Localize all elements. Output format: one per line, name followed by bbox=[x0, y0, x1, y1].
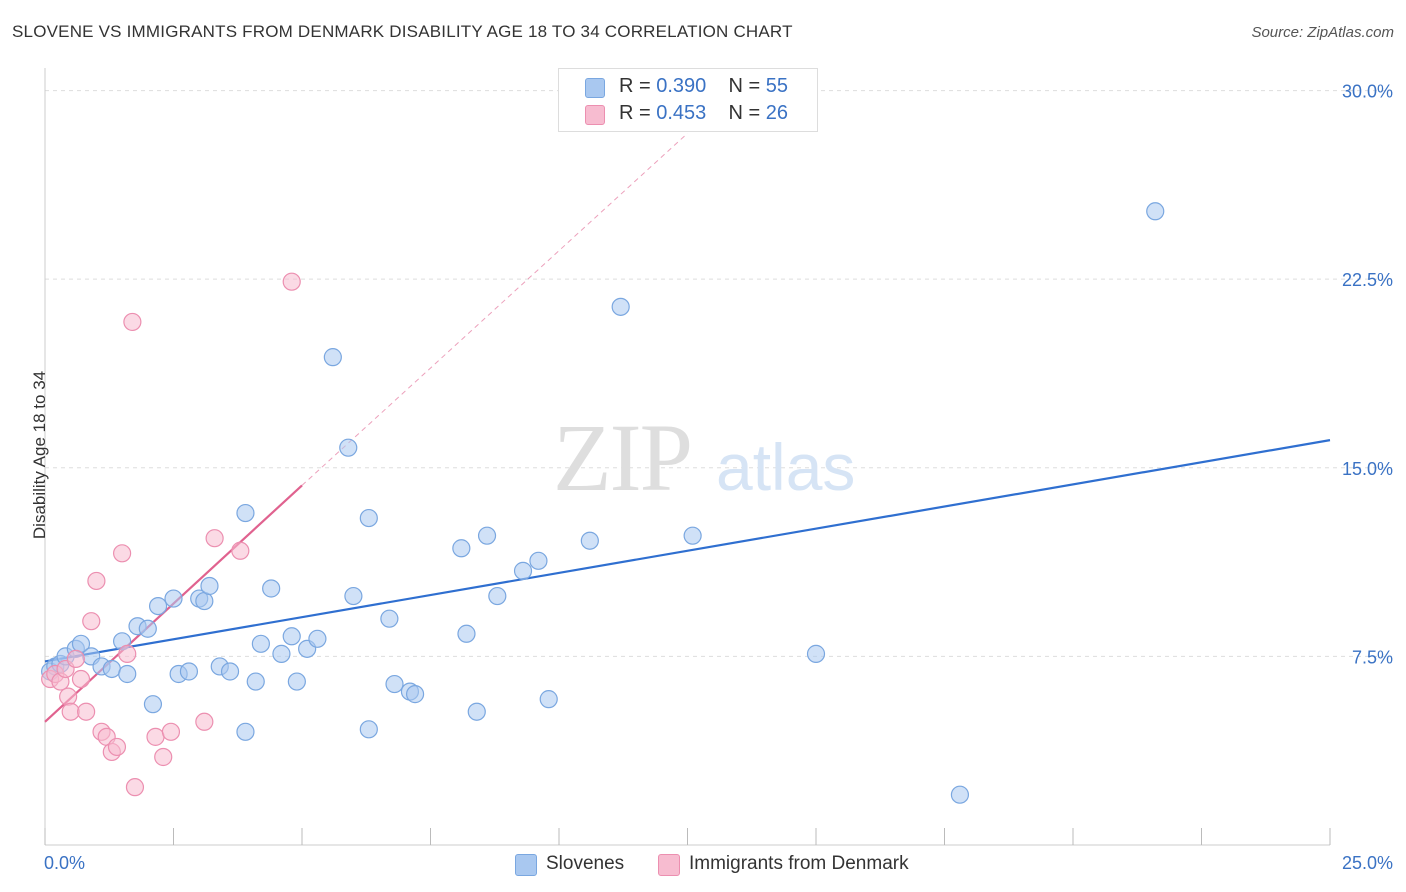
point-slovenes bbox=[179, 662, 199, 681]
point-denmark bbox=[61, 702, 80, 721]
point-denmark bbox=[123, 312, 142, 332]
point-denmark bbox=[125, 778, 145, 797]
r-label: R = bbox=[619, 75, 651, 97]
point-denmark bbox=[77, 702, 96, 721]
y-tick-label: 15.0% bbox=[1342, 459, 1393, 479]
point-denmark bbox=[82, 612, 101, 631]
r-value: 0.453 bbox=[656, 102, 707, 124]
point-slovenes bbox=[950, 785, 970, 804]
point-slovenes bbox=[102, 659, 121, 679]
legend-swatch-slovenes bbox=[585, 78, 605, 98]
y-tick-label: 30.0% bbox=[1342, 82, 1393, 102]
point-slovenes bbox=[148, 596, 168, 616]
point-slovenes bbox=[452, 539, 471, 558]
tick-labels: 7.5% 15.0% 22.5% 30.0% 0.0% 25.0% bbox=[44, 82, 1393, 873]
legend-swatch bbox=[658, 854, 680, 876]
point-slovenes bbox=[251, 634, 270, 653]
point-slovenes bbox=[220, 662, 240, 681]
point-slovenes bbox=[236, 503, 255, 523]
r-value: 0.390 bbox=[656, 75, 707, 97]
gridlines bbox=[45, 90, 1392, 657]
trend-line bbox=[44, 439, 1331, 663]
point-denmark bbox=[107, 737, 127, 757]
point-slovenes bbox=[118, 664, 137, 684]
point-slovenes bbox=[359, 508, 378, 528]
point-slovenes bbox=[529, 551, 548, 570]
chart-title: SLOVENE VS IMMIGRANTS FROM DENMARK DISAB… bbox=[12, 22, 793, 41]
legend-swatch bbox=[515, 854, 537, 876]
point-slovenes bbox=[806, 644, 826, 663]
data-points bbox=[41, 202, 1165, 804]
point-denmark bbox=[154, 747, 173, 767]
point-denmark bbox=[195, 712, 214, 731]
watermark-atlas: atlas bbox=[716, 430, 855, 504]
n-value: 26 bbox=[765, 102, 789, 124]
n-label: N = bbox=[728, 102, 761, 124]
point-denmark bbox=[87, 571, 106, 591]
point-slovenes bbox=[477, 526, 497, 545]
r-label: R = bbox=[619, 102, 651, 124]
trend-line-extension bbox=[301, 132, 688, 486]
point-slovenes bbox=[385, 674, 404, 694]
point-denmark bbox=[205, 529, 224, 548]
point-denmark bbox=[71, 669, 91, 689]
watermark-zip: ZIP bbox=[553, 404, 691, 511]
point-slovenes bbox=[138, 619, 157, 638]
point-slovenes bbox=[513, 561, 533, 580]
legend-label: Immigrants from Denmark bbox=[689, 853, 909, 874]
x-tick-label: 25.0% bbox=[1342, 853, 1393, 873]
point-slovenes bbox=[344, 586, 363, 606]
n-label: N = bbox=[728, 75, 761, 97]
point-slovenes bbox=[683, 526, 702, 545]
point-slovenes bbox=[488, 586, 507, 606]
legend-swatch-denmark bbox=[585, 105, 605, 125]
n-value: 55 bbox=[765, 75, 789, 97]
point-slovenes bbox=[195, 591, 214, 611]
point-slovenes bbox=[236, 722, 255, 741]
point-slovenes bbox=[200, 576, 219, 596]
correlation-legend: R = 0.390 N = 55 R = 0.453 N = 26 bbox=[558, 68, 818, 132]
point-denmark bbox=[59, 687, 78, 706]
legend-label: Slovenes bbox=[546, 853, 625, 874]
point-slovenes bbox=[287, 672, 306, 691]
y-tick-label: 7.5% bbox=[1352, 647, 1393, 667]
point-denmark bbox=[161, 722, 181, 741]
point-denmark bbox=[282, 272, 301, 291]
point-denmark bbox=[118, 644, 137, 663]
point-slovenes bbox=[380, 609, 399, 628]
point-slovenes bbox=[282, 627, 301, 646]
point-slovenes bbox=[143, 695, 163, 714]
point-slovenes bbox=[272, 644, 291, 663]
point-slovenes bbox=[457, 624, 476, 643]
axes bbox=[44, 68, 1331, 846]
point-denmark bbox=[112, 544, 132, 563]
source-label: Source: ZipAtlas.com bbox=[1251, 24, 1394, 41]
y-tick-label: 22.5% bbox=[1342, 270, 1393, 290]
point-slovenes bbox=[164, 589, 183, 608]
x-tick-label: 0.0% bbox=[44, 853, 85, 873]
point-slovenes bbox=[580, 531, 599, 550]
point-slovenes bbox=[339, 438, 358, 457]
point-slovenes bbox=[308, 629, 327, 648]
point-slovenes bbox=[323, 348, 342, 367]
point-slovenes bbox=[539, 690, 558, 709]
point-slovenes bbox=[467, 702, 486, 721]
point-slovenes bbox=[611, 297, 630, 316]
point-denmark bbox=[66, 649, 85, 669]
y-axis-label: Disability Age 18 to 34 bbox=[30, 370, 49, 540]
point-slovenes bbox=[262, 579, 281, 598]
point-slovenes bbox=[246, 672, 265, 691]
point-slovenes bbox=[1146, 202, 1165, 221]
point-slovenes bbox=[359, 720, 378, 739]
point-denmark bbox=[146, 727, 165, 746]
legend-stats-denmark: R = 0.453 N = 26 bbox=[619, 102, 788, 125]
legend-stats-slovenes: R = 0.390 N = 55 bbox=[619, 75, 788, 98]
point-denmark bbox=[231, 541, 250, 560]
watermark: ZIP atlas bbox=[553, 404, 855, 511]
point-slovenes bbox=[405, 685, 425, 704]
